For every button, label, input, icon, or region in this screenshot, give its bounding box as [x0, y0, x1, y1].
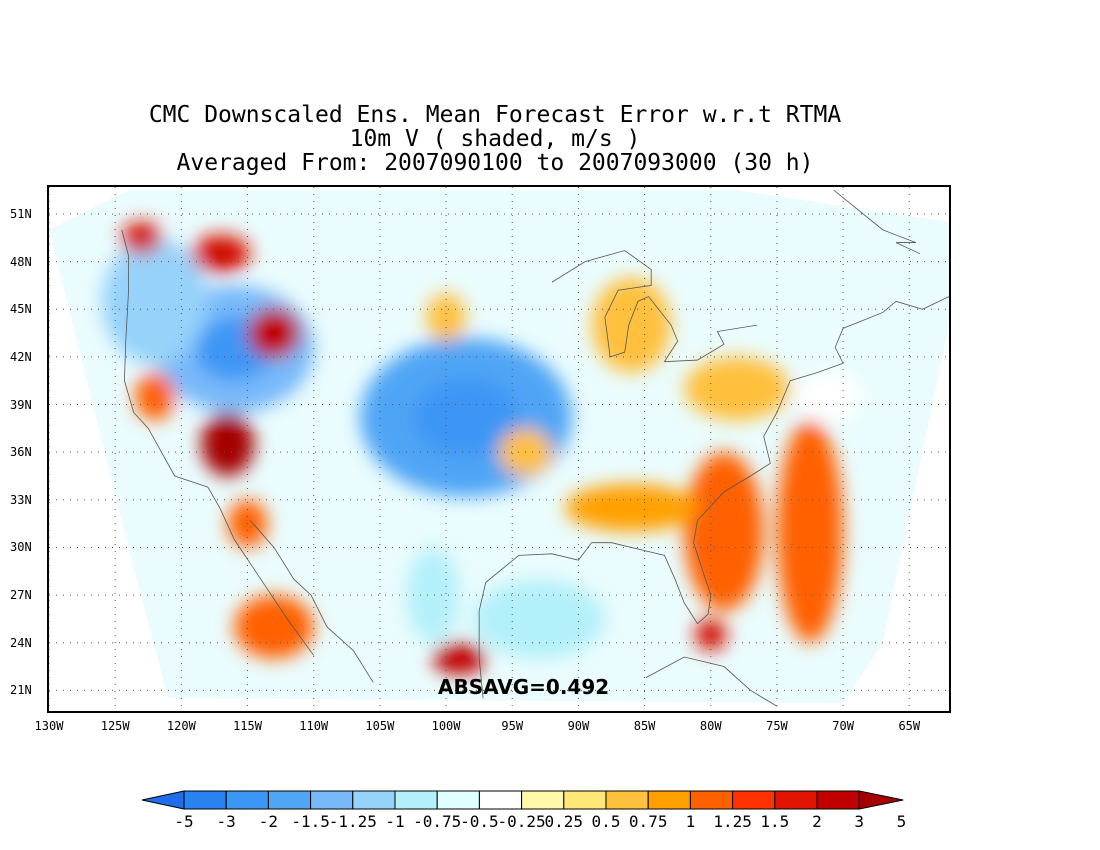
lat-tick-label: 30N [10, 540, 32, 555]
anomaly-core [446, 650, 473, 667]
colorbar-swatch [436, 790, 480, 810]
map-canvas [49, 187, 949, 711]
colorbar-tick-label: 1.5 [760, 812, 790, 831]
colorbar-tick-label: -2 [258, 812, 279, 831]
colorbar-swatch [267, 790, 312, 810]
lat-tick-label: 39N [10, 397, 32, 412]
colorbar-tick-label: -0.75 [413, 812, 462, 831]
lon-tick-label: 100W [431, 719, 461, 733]
colorbar-tick-label: 2 [812, 812, 822, 831]
lat-tick-label: 48N [10, 254, 32, 269]
lon-tick-label: 80W [699, 719, 722, 733]
colorbar-tick-label: -1.5 [291, 812, 330, 831]
lon-tick-label: 75W [766, 719, 788, 733]
colorbar-arrow-left [141, 790, 185, 810]
lon-tick-label: 70W [832, 719, 854, 733]
lon-tick-label: 90W [567, 719, 590, 733]
lat-tick-label: 24N [10, 635, 32, 650]
lat-tick-label: 27N [10, 588, 32, 603]
anomaly-blob [776, 420, 844, 643]
lon-tick-label: 125W [100, 719, 130, 733]
colorbar-tick-label: 3 [854, 812, 864, 831]
lon-tick-label: 115W [233, 719, 262, 733]
colorbar-tick-label: 0.25 [544, 812, 584, 831]
lon-tick-label: 120W [166, 719, 196, 733]
colorbar-tick-label: -0.5 [460, 812, 499, 831]
colorbar-tick-label: -5 [174, 812, 194, 831]
anomaly-blob [135, 372, 175, 421]
colorbar-tick-label: 0.5 [591, 812, 621, 831]
anomaly-core [702, 626, 719, 643]
anomaly-blob [565, 483, 698, 532]
lat-tick-label: 42N [10, 349, 32, 364]
colorbar-swatch [732, 790, 776, 810]
anomaly-blob [684, 452, 764, 611]
lat-lon-grid [49, 187, 949, 711]
lat-tick-label: 45N [10, 302, 32, 317]
lon-tick-label: 85W [633, 719, 656, 733]
lat-tick-label: 36N [10, 445, 32, 460]
colorbar-swatch [647, 790, 691, 810]
lon-tick-label: 110W [299, 719, 329, 733]
colorbar-swatch [521, 790, 565, 810]
shaded-error-field [101, 221, 863, 675]
map-title-line-2: 10m V ( shaded, m/s ) [349, 126, 641, 152]
lat-tick-label: 33N [10, 492, 32, 507]
anomaly-blob [472, 579, 605, 659]
absavg-annotation: ABSAVG=0.492 [438, 675, 610, 699]
anomaly-blob [406, 547, 460, 643]
colorbar-tick-label: 0.75 [628, 812, 668, 831]
anomaly-blob [684, 356, 791, 421]
colorbar-tick-label: 1.25 [713, 812, 752, 831]
coastline-path [604, 285, 758, 363]
anomaly-blob [796, 372, 863, 421]
anomaly-core [214, 428, 241, 461]
map-title-line-1: CMC Downscaled Ens. Mean Forecast Error … [148, 102, 842, 128]
anomaly-blob [234, 595, 314, 659]
colorbar-swatch [774, 790, 818, 810]
map-title-line-3: Averaged From: 2007090100 to 2007093000 … [176, 150, 814, 176]
anomaly-core [131, 229, 152, 246]
colorbar-tick-label: -0.25 [497, 812, 546, 831]
colorbar-swatch [183, 790, 227, 810]
colorbar-swatch [689, 790, 734, 810]
colorbar-tick-label: 5 [896, 812, 907, 831]
anomaly-blob [591, 277, 672, 373]
colorbar-swatch [394, 790, 438, 810]
coastline-path [478, 296, 949, 699]
anomaly-blob [101, 237, 208, 365]
lon-tick-label: 65W [898, 719, 921, 733]
colorbar-swatch [225, 790, 269, 810]
anomaly-core [412, 377, 519, 457]
anomaly-core [206, 244, 236, 264]
anomaly-core [260, 320, 288, 346]
map-plot-area [47, 185, 951, 713]
lat-tick-label: 21N [10, 683, 32, 698]
lon-tick-label: 130W [34, 719, 64, 733]
lon-tick-label: 105W [365, 719, 395, 733]
coastline-path [833, 189, 921, 255]
coastline-path [551, 250, 652, 286]
colorbar-swatch [478, 790, 523, 810]
colorbar-swatch [816, 790, 860, 810]
colorbar-tick-label: 1 [685, 812, 696, 831]
colorbar-swatch [310, 790, 354, 810]
colorbar [141, 790, 904, 810]
colorbar-tick-label: -3 [216, 812, 236, 831]
colorbar-swatch [563, 790, 607, 810]
colorbar-swatch [605, 790, 649, 810]
anomaly-blob [426, 293, 466, 342]
colorbar-arrow-right [858, 790, 904, 810]
lat-tick-label: 51N [10, 206, 32, 221]
colorbar-swatch [352, 790, 396, 810]
coastline-path [645, 656, 778, 707]
colorbar-tick-label: -1.25 [328, 812, 377, 831]
colorbar-tick-label: -1 [385, 812, 405, 831]
lon-tick-label: 95W [501, 719, 524, 733]
